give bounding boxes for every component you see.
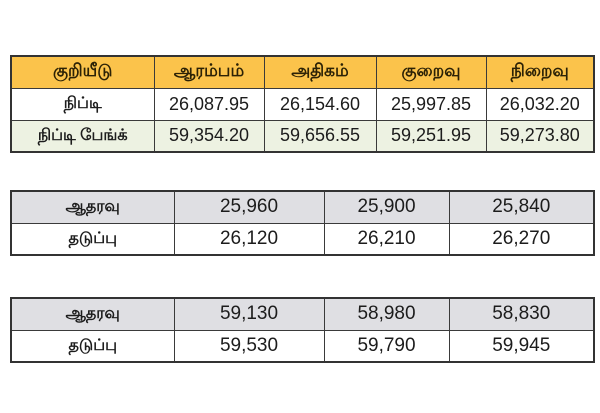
banknifty-levels-table: ஆதரவு 59,130 58,980 58,830 தடுப்பு 59,53… <box>10 297 595 363</box>
nifty-resistance-level-3: 26,270 <box>448 222 595 256</box>
nifty-open-value: 26,087.95 <box>153 87 265 121</box>
banknifty-support-level-2: 58,980 <box>323 297 450 331</box>
header-cell-open: ஆரம்பம் <box>153 55 265 89</box>
nifty-support-row: ஆதரவு 25,960 25,900 25,840 <box>10 190 595 224</box>
nifty-resistance-label: தடுப்பு <box>10 222 175 256</box>
nifty-high-value: 26,154.60 <box>263 87 377 121</box>
banknifty-resistance-level-1: 59,530 <box>173 329 325 363</box>
banknifty-support-label: ஆதரவு <box>10 297 175 331</box>
nifty-resistance-level-2: 26,210 <box>323 222 450 256</box>
banknifty-resistance-level-3: 59,945 <box>448 329 595 363</box>
nifty-bank-open-value: 59,354.20 <box>153 119 265 153</box>
nifty-support-level-1: 25,960 <box>173 190 325 224</box>
banknifty-resistance-level-2: 59,790 <box>323 329 450 363</box>
nifty-row: நிப்டி 26,087.95 26,154.60 25,997.85 26,… <box>10 87 595 121</box>
index-summary-header-row: குறியீடு ஆரம்பம் அதிகம் குறைவு நிறைவு <box>10 55 595 89</box>
nifty-levels-table: ஆதரவு 25,960 25,900 25,840 தடுப்பு 26,12… <box>10 190 595 256</box>
header-cell-high: அதிகம் <box>263 55 377 89</box>
nifty-resistance-row: தடுப்பு 26,120 26,210 26,270 <box>10 222 595 256</box>
nifty-bank-label: நிப்டி பேங்க் <box>10 119 155 153</box>
nifty-label: நிப்டி <box>10 87 155 121</box>
banknifty-resistance-row: தடுப்பு 59,530 59,790 59,945 <box>10 329 595 363</box>
header-cell-symbol: குறியீடு <box>10 55 155 89</box>
nifty-low-value: 25,997.85 <box>375 87 487 121</box>
header-cell-close: நிறைவு <box>485 55 595 89</box>
nifty-support-level-2: 25,900 <box>323 190 450 224</box>
nifty-bank-row: நிப்டி பேங்க் 59,354.20 59,656.55 59,251… <box>10 119 595 153</box>
nifty-support-label: ஆதரவு <box>10 190 175 224</box>
nifty-bank-high-value: 59,656.55 <box>263 119 377 153</box>
banknifty-resistance-label: தடுப்பு <box>10 329 175 363</box>
banknifty-support-level-1: 59,130 <box>173 297 325 331</box>
nifty-resistance-level-1: 26,120 <box>173 222 325 256</box>
nifty-support-level-3: 25,840 <box>448 190 595 224</box>
nifty-close-value: 26,032.20 <box>485 87 595 121</box>
index-summary-table: குறியீடு ஆரம்பம் அதிகம் குறைவு நிறைவு நி… <box>10 55 595 153</box>
banknifty-support-row: ஆதரவு 59,130 58,980 58,830 <box>10 297 595 331</box>
nifty-bank-close-value: 59,273.80 <box>485 119 595 153</box>
banknifty-support-level-3: 58,830 <box>448 297 595 331</box>
nifty-bank-low-value: 59,251.95 <box>375 119 487 153</box>
header-cell-low: குறைவு <box>375 55 487 89</box>
